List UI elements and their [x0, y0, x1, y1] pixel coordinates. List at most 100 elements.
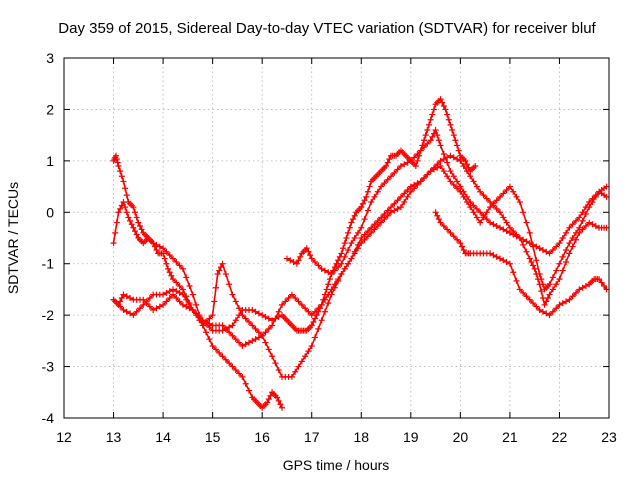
- data-point-marker: [506, 229, 513, 236]
- data-point-marker: [173, 288, 180, 295]
- x-tick-label: 12: [56, 429, 72, 445]
- data-point-marker: [506, 183, 513, 190]
- data-point-marker: [222, 271, 229, 277]
- y-tick-label: -3: [42, 359, 55, 375]
- data-point-marker: [226, 281, 233, 288]
- data-point-marker: [341, 253, 348, 260]
- data-point-marker: [262, 313, 269, 320]
- data-point-marker: [579, 217, 586, 224]
- data-point-marker: [308, 343, 315, 349]
- data-point-marker: [513, 277, 520, 284]
- data-point-marker: [582, 211, 589, 217]
- data-point-marker: [391, 207, 398, 214]
- data-point-marker: [318, 301, 325, 308]
- data-point-marker: [364, 207, 371, 214]
- y-tick-label: -1: [42, 256, 55, 272]
- x-tick-label: 17: [304, 429, 320, 445]
- data-point-marker: [269, 322, 276, 329]
- data-point-marker: [125, 214, 132, 221]
- series-layer: [110, 96, 610, 411]
- data-point-marker: [454, 156, 461, 163]
- data-point-marker: [118, 295, 125, 301]
- data-point-marker: [232, 317, 239, 324]
- data-point-marker: [343, 235, 350, 241]
- data-point-marker: [449, 127, 456, 133]
- data-point-marker: [391, 169, 398, 176]
- data-point-marker: [348, 219, 355, 226]
- data-point-marker: [133, 308, 140, 315]
- data-point-marker: [297, 253, 304, 260]
- data-point-marker: [589, 221, 596, 228]
- data-point-marker: [203, 319, 210, 325]
- data-point-marker: [414, 181, 421, 188]
- data-point-marker: [206, 320, 213, 327]
- data-point-marker: [435, 216, 442, 223]
- series-track-d: [110, 163, 610, 380]
- data-point-marker: [487, 219, 494, 226]
- data-point-marker: [384, 159, 391, 166]
- data-point-marker: [222, 325, 229, 332]
- data-point-marker: [503, 259, 510, 265]
- data-point-marker: [566, 224, 573, 231]
- data-point-marker: [239, 343, 246, 349]
- data-point-marker: [483, 195, 490, 202]
- data-point-marker: [523, 219, 530, 226]
- data-point-marker: [530, 243, 537, 250]
- data-point-marker: [553, 305, 560, 312]
- data-point-marker: [249, 337, 256, 344]
- series-line: [286, 129, 608, 306]
- data-point-marker: [513, 233, 520, 240]
- data-point-marker: [307, 252, 314, 259]
- data-point-marker: [510, 188, 517, 195]
- data-point-marker: [460, 163, 467, 169]
- data-point-marker: [447, 229, 454, 236]
- data-point-marker: [259, 312, 266, 319]
- data-point-marker: [186, 283, 193, 289]
- data-point-marker: [586, 204, 593, 211]
- data-point-marker: [384, 207, 391, 214]
- data-point-marker: [338, 260, 345, 267]
- data-point-marker: [421, 175, 428, 181]
- data-point-marker: [437, 157, 444, 164]
- data-point-marker: [454, 142, 461, 149]
- data-point-marker: [566, 250, 573, 257]
- data-point-marker: [315, 305, 322, 312]
- data-point-marker: [424, 171, 431, 178]
- data-point-marker: [275, 367, 282, 373]
- data-point-marker: [170, 276, 176, 283]
- data-point-marker: [183, 303, 190, 310]
- data-point-marker: [229, 291, 236, 298]
- data-point-marker: [189, 291, 196, 298]
- data-point-marker: [526, 255, 533, 262]
- data-point-marker: [500, 190, 507, 197]
- data-point-marker: [283, 255, 290, 262]
- data-point-marker: [242, 315, 249, 322]
- data-point-marker: [546, 291, 553, 298]
- data-point-marker: [526, 296, 533, 303]
- data-point-marker: [576, 214, 583, 221]
- data-point-marker: [388, 209, 394, 216]
- data-point-marker: [132, 209, 139, 216]
- data-point-marker: [463, 193, 470, 200]
- data-point-marker: [272, 360, 279, 367]
- data-point-marker: [269, 353, 276, 360]
- data-point-marker: [118, 202, 125, 209]
- data-point-marker: [404, 187, 411, 193]
- data-point-marker: [543, 298, 550, 305]
- data-point-marker: [122, 204, 129, 211]
- data-point-marker: [383, 163, 390, 169]
- data-point-marker: [331, 284, 338, 291]
- data-point-marker: [528, 259, 535, 265]
- data-point-marker: [460, 188, 467, 195]
- data-point-marker: [308, 322, 315, 329]
- data-point-marker: [421, 137, 428, 144]
- data-point-marker: [321, 308, 328, 315]
- data-point-marker: [146, 295, 153, 301]
- data-point-marker: [401, 190, 408, 197]
- data-point-marker: [295, 298, 302, 305]
- data-point-marker: [493, 205, 500, 212]
- data-point-marker: [255, 329, 262, 336]
- data-point-marker: [173, 259, 180, 265]
- data-point-marker: [130, 204, 137, 211]
- data-point-marker: [576, 286, 583, 293]
